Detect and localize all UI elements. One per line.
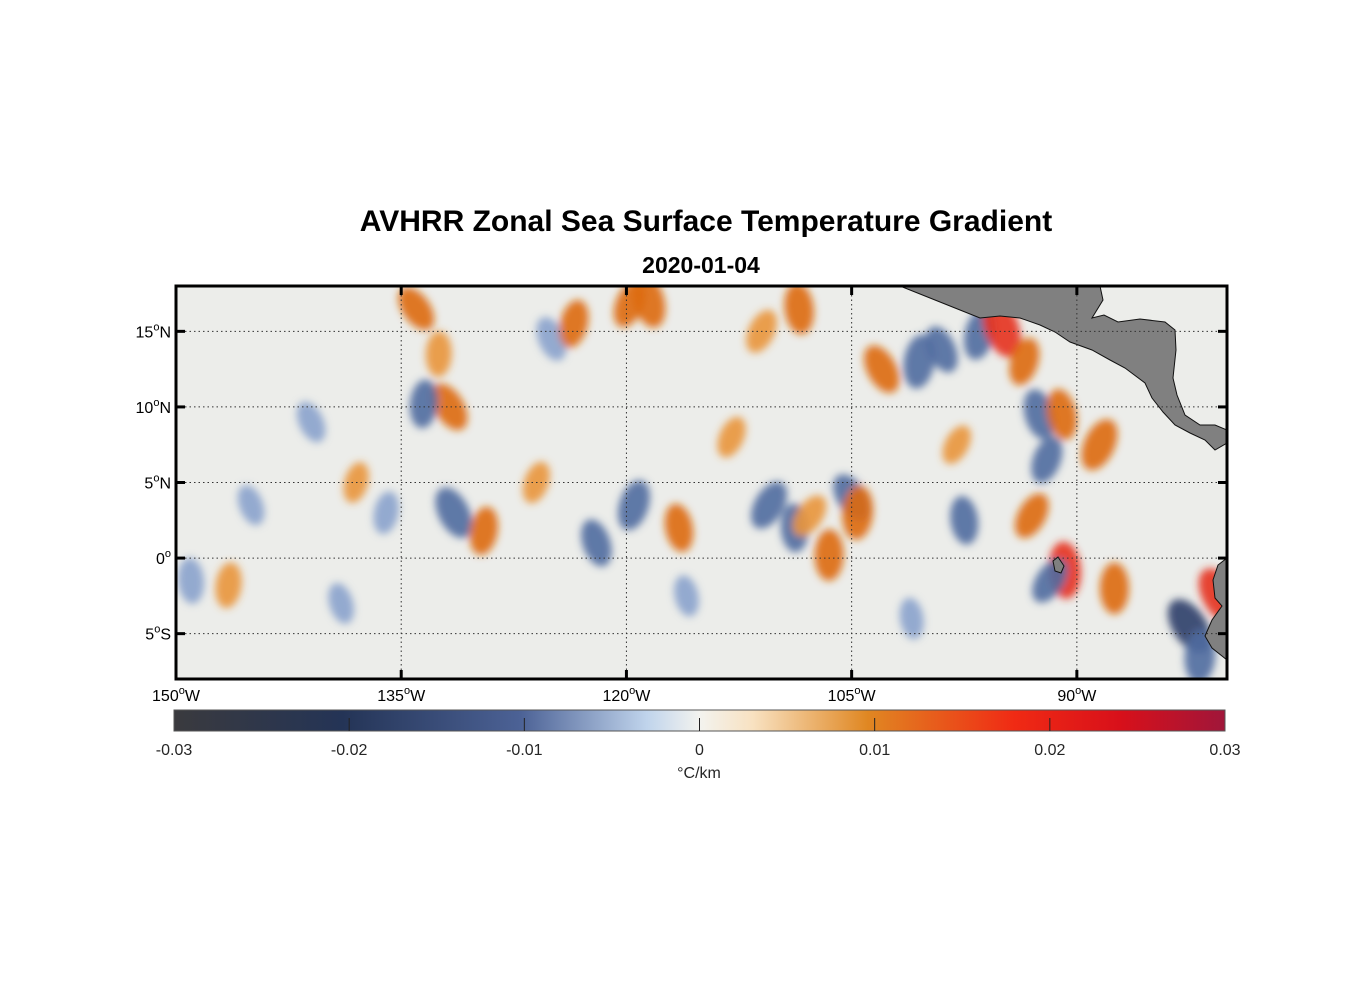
longitude-label: 150oW <box>152 685 201 705</box>
gradient-feature-cold <box>751 481 788 529</box>
gradient-feature-cold <box>674 575 699 617</box>
land-central-america <box>899 286 1227 451</box>
gradient-feature-warm <box>613 286 646 328</box>
gradient-feature-cold <box>536 317 567 361</box>
gradient-feature-warm <box>1046 389 1078 440</box>
longitude-label: 90oW <box>1057 685 1097 705</box>
colorbar-tick-label: -0.03 <box>156 742 193 759</box>
gradient-feature-warm <box>1009 337 1040 386</box>
gradient-feature-warm <box>1014 493 1049 539</box>
gradient-feature-cold <box>1031 436 1063 484</box>
gradient-feature-warm <box>842 485 874 540</box>
gradient-feature-cold <box>435 487 473 538</box>
gradient-feature-cold <box>237 485 265 526</box>
latitude-label: 5oS <box>145 624 171 644</box>
latitude-label: 15oN <box>136 321 171 341</box>
longitude-label: 105oW <box>828 685 877 705</box>
longitude-label: 120oW <box>602 685 651 705</box>
colorbar-tick-label: 0.02 <box>1034 742 1065 759</box>
latitude-label: 0o <box>156 548 171 568</box>
gradient-feature-warm <box>1081 419 1118 471</box>
gradient-feature-warm <box>431 383 468 431</box>
gradient-feature-warm <box>942 425 972 464</box>
gradient-feature-cold <box>409 379 438 429</box>
gradient-feature-warm <box>398 287 435 331</box>
gradient-feature-cold <box>925 326 958 373</box>
colorbar: -0.03 -0.02 -0.01 0 0.01 0.02 0.03 °C/km <box>156 709 1241 782</box>
colorbar-tick-label: -0.02 <box>331 742 368 759</box>
gradient-feature-cold <box>581 519 612 567</box>
gradient-feature-cold <box>899 597 924 640</box>
chart-title: AVHRR Zonal Sea Surface Temperature Grad… <box>359 205 1053 238</box>
gradient-feature-warm <box>1099 562 1129 615</box>
colorbar-tick-label: 0.03 <box>1209 742 1240 759</box>
gradient-feature-warm <box>792 495 827 537</box>
colorbar-tick-label: 0 <box>695 742 704 759</box>
gradient-feature-warm <box>215 562 242 609</box>
gradient-feature-warm <box>425 331 452 378</box>
chart-subtitle: 2020-01-04 <box>642 252 760 278</box>
latitude-label: 10oN <box>136 397 171 417</box>
gradient-feature-cold <box>373 491 399 535</box>
gradient-feature-warm <box>469 506 499 556</box>
gradient-feature-warm <box>664 503 694 552</box>
longitude-labels: 150oW 135oW 120oW 105oW 90oW <box>152 685 1097 705</box>
map-frame <box>174 284 1229 681</box>
colorbar-ticks: -0.03 -0.02 -0.01 0 0.01 0.02 0.03 <box>156 718 1241 759</box>
gradient-feature-cold <box>296 401 326 443</box>
map-plot-area <box>176 286 1227 679</box>
colorbar-tick-label: 0.01 <box>859 742 890 759</box>
colorbar-units: °C/km <box>677 765 721 782</box>
gradient-feature-warm <box>784 286 814 335</box>
gradient-feature-cold <box>950 496 979 545</box>
gradient-feature-warm <box>717 416 746 458</box>
gradient-feature-cold <box>617 480 650 531</box>
gradient-feature-cold <box>328 583 354 624</box>
gradient-feature-warm <box>814 529 844 581</box>
latitude-labels: 15oN 10oN 5oN 0o 5oS <box>136 321 171 643</box>
longitude-label: 135oW <box>377 685 426 705</box>
land-galapagos <box>1052 556 1065 574</box>
gradient-feature-warm <box>559 299 589 348</box>
gradient-feature-cold <box>1184 629 1216 679</box>
gradient-feature-warm <box>863 345 900 393</box>
gradient-feature-cold <box>177 557 205 604</box>
colorbar-tick-label: -0.01 <box>506 742 543 759</box>
latitude-label: 5oN <box>144 473 171 493</box>
